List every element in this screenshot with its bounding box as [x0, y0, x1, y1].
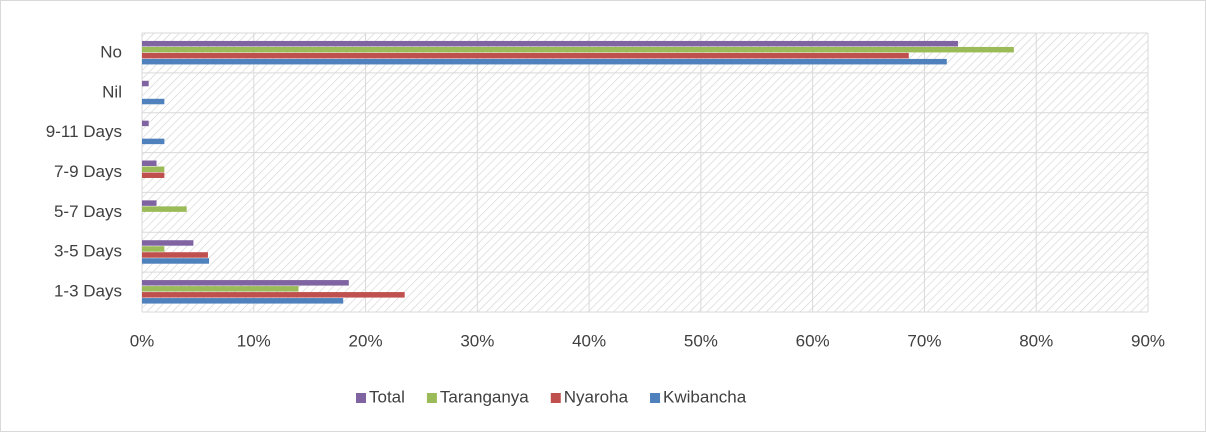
y-tick-label: 9-11 Days	[46, 122, 122, 141]
bar	[142, 240, 194, 246]
bar	[142, 166, 165, 172]
bar	[142, 58, 947, 65]
y-tick-label: 1-3 Days	[54, 282, 122, 301]
x-tick-label: 90%	[1131, 331, 1165, 350]
x-tick-label: 10%	[237, 331, 271, 350]
legend-label: Taranganya	[440, 387, 529, 406]
x-tick-label: 70%	[907, 331, 941, 350]
legend-swatch	[426, 393, 437, 403]
x-tick-label: 20%	[349, 331, 383, 350]
bar	[142, 280, 349, 286]
x-tick-label: 40%	[572, 331, 606, 350]
legend-label: Nyaroha	[564, 387, 629, 406]
x-tick-label: 0%	[130, 331, 155, 350]
y-tick-label: 7-9 Days	[54, 162, 122, 181]
bar	[142, 258, 210, 264]
legend-label: Total	[369, 387, 405, 406]
bar	[142, 200, 157, 206]
bar	[142, 298, 344, 304]
bar	[142, 80, 149, 87]
bar	[142, 246, 165, 252]
bar	[142, 98, 165, 105]
x-tick-label: 80%	[1019, 331, 1053, 350]
y-tick-label: 3-5 Days	[54, 242, 122, 261]
bar	[142, 292, 405, 298]
y-tick-label: No	[100, 42, 122, 61]
bar	[142, 172, 165, 178]
plot-area	[142, 33, 1148, 312]
legend-swatch	[356, 393, 366, 403]
bar	[142, 138, 165, 145]
x-tick-label: 50%	[684, 331, 718, 350]
legend-swatch	[550, 393, 561, 403]
bar	[142, 160, 157, 166]
legend-swatch	[650, 393, 661, 403]
x-tick-label: 30%	[460, 331, 494, 350]
bar	[142, 252, 208, 258]
y-tick-label: 5-7 Days	[54, 202, 122, 221]
bar	[142, 46, 1014, 53]
bar	[142, 40, 958, 47]
bar	[142, 286, 299, 292]
legend-label: Kwibancha	[663, 387, 747, 406]
bar	[142, 120, 149, 127]
bar	[142, 206, 187, 212]
bar	[142, 52, 909, 59]
y-tick-label: Nil	[102, 82, 122, 101]
x-tick-label: 60%	[796, 331, 830, 350]
